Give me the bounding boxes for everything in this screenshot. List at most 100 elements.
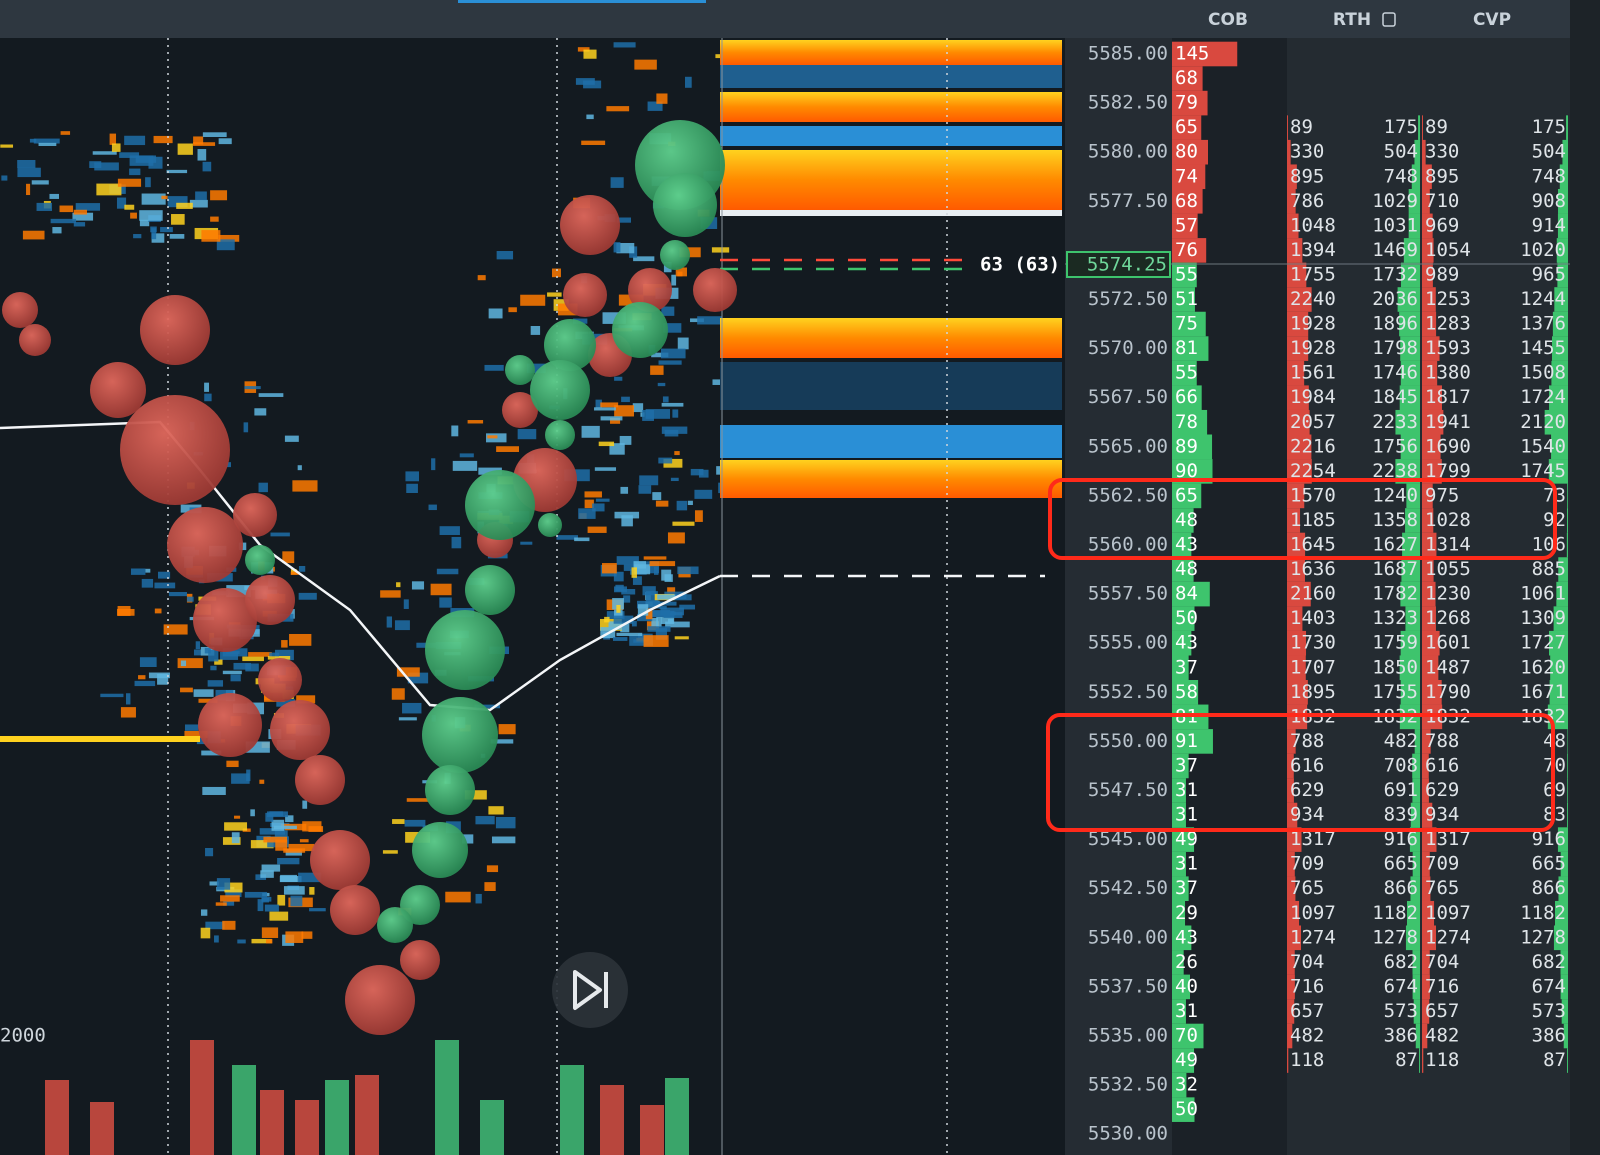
- rth-sell-bar: [1287, 557, 1305, 582]
- price-label: 5557.50: [1088, 583, 1168, 605]
- heat-cell: [612, 598, 624, 610]
- heat-cell: [283, 848, 306, 853]
- heat-cell: [75, 203, 101, 211]
- heat-cell: [602, 312, 626, 324]
- cvp-right-value: 386: [1532, 1025, 1566, 1047]
- cvp-buy-bar: [1549, 630, 1568, 656]
- heat-cell: [614, 405, 634, 417]
- heat-cell: [226, 760, 239, 768]
- scrollbar[interactable]: [1570, 0, 1600, 1155]
- rth-left-value: 657: [1290, 1000, 1324, 1022]
- cvp-right-value: 916: [1532, 828, 1566, 850]
- heat-cell: [645, 591, 658, 602]
- volume-bar: [355, 1075, 379, 1155]
- trade-bubble-buy: [422, 697, 498, 773]
- cvp-buy-bar: [1553, 606, 1568, 631]
- calendar-icon[interactable]: [1382, 12, 1396, 27]
- cob-size: 57: [1175, 214, 1198, 236]
- heat-cell: [133, 234, 142, 239]
- heat-cell: [269, 652, 280, 657]
- volume-bar: [295, 1100, 319, 1155]
- heat-cell: [487, 435, 498, 439]
- rth-left-value: 89: [1290, 116, 1313, 138]
- heat-cell: [298, 565, 306, 572]
- heat-cell: [659, 605, 667, 610]
- trade-bubble-sell: [258, 658, 302, 702]
- heat-cell: [195, 641, 200, 650]
- heat-cell: [200, 909, 208, 916]
- cob-bar: [1172, 262, 1197, 288]
- cvp-buy-bar: [1548, 459, 1568, 484]
- trade-bubble-sell: [233, 493, 277, 537]
- heat-cell: [216, 878, 231, 890]
- price-label: 5585.00: [1088, 43, 1168, 65]
- heat-cell: [663, 612, 683, 618]
- cvp-buy-bar: [1554, 900, 1568, 926]
- price-label: 5542.50: [1088, 877, 1168, 899]
- heat-cell: [245, 741, 270, 753]
- cob-bar: [1172, 729, 1213, 754]
- heat-cell: [584, 491, 602, 498]
- trade-bubble-sell: [19, 324, 51, 356]
- heat-cell: [184, 724, 199, 731]
- play-button[interactable]: [552, 952, 628, 1028]
- heat-cell: [556, 535, 578, 540]
- heat-cell: [613, 571, 624, 582]
- heat-cell: [595, 498, 610, 502]
- trade-bubble-buy: [412, 822, 468, 878]
- heat-cell: [609, 443, 625, 455]
- heat-cell: [475, 816, 495, 825]
- active-tab[interactable]: [458, 0, 706, 3]
- rth-buy-bar: [1401, 557, 1420, 582]
- heat-cell: [654, 566, 659, 575]
- heat-cell: [684, 76, 692, 88]
- heat-cell: [258, 482, 268, 493]
- heat-cell: [598, 441, 615, 447]
- cob-bar: [1172, 189, 1203, 214]
- rth-right-value: 682: [1384, 951, 1418, 973]
- rth-right-value: 1755: [1372, 681, 1418, 703]
- heat-cell: [608, 621, 622, 630]
- heat-cell: [200, 927, 211, 939]
- cob-size: 65: [1175, 484, 1198, 506]
- heat-cell: [600, 416, 623, 421]
- liquidity-band: [720, 425, 1062, 458]
- cvp-right-value: 866: [1532, 877, 1566, 899]
- cob-size: 43: [1175, 632, 1198, 654]
- cob-bar: [1172, 925, 1192, 951]
- rth-right-value: 1469: [1372, 239, 1418, 261]
- heat-cell: [290, 571, 299, 575]
- trade-bubble-buy: [544, 319, 596, 371]
- heat-cell: [698, 469, 709, 478]
- cvp-sell-bar: [1422, 287, 1436, 312]
- rth-left-value: 1570: [1290, 484, 1336, 506]
- heat-cell: [632, 576, 642, 585]
- cvp-right-value: 665: [1532, 853, 1566, 875]
- heat-cell: [484, 882, 496, 891]
- cvp-left-value: 1097: [1425, 902, 1471, 924]
- heat-cell: [677, 271, 683, 277]
- rth-right-value: 1687: [1372, 558, 1418, 580]
- heat-cell: [145, 568, 151, 573]
- cvp-sell-bar: [1422, 459, 1442, 484]
- rth-sell-bar: [1287, 753, 1294, 779]
- cvp-left-value: 1253: [1425, 288, 1471, 310]
- axis-label: 2000: [0, 1025, 46, 1047]
- rth-sell-bar: [1287, 434, 1312, 460]
- cvp-buy-bar: [1567, 483, 1568, 509]
- heat-cell: [671, 274, 677, 286]
- cvp-right-value: 504: [1532, 141, 1566, 163]
- cob-bar: [1172, 999, 1186, 1024]
- heat-cell: [94, 162, 119, 171]
- heat-cell: [193, 649, 202, 656]
- heat-cell: [208, 649, 219, 662]
- cob-size: 65: [1175, 116, 1198, 138]
- heat-cell: [36, 202, 53, 211]
- cvp-right-value: 1727: [1520, 632, 1566, 654]
- cvp-buy-bar: [1544, 409, 1568, 435]
- trade-bubble-buy: [530, 360, 590, 420]
- cob-bar: [1172, 90, 1208, 116]
- heat-cell: [177, 143, 193, 155]
- cvp-buy-bar: [1560, 851, 1568, 877]
- rth-right-value: 1798: [1372, 337, 1418, 359]
